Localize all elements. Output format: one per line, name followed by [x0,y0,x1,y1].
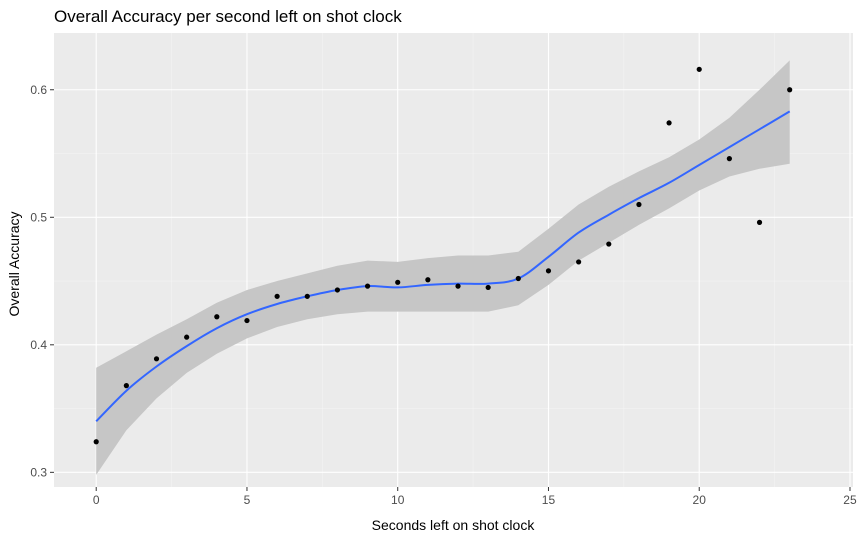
data-point [395,279,401,285]
x-tick-label: 20 [693,493,707,507]
data-point [545,268,552,274]
data-point [515,275,521,282]
x-axis-title: Seconds left on shot clock [372,517,536,533]
data-point [244,317,250,324]
data-point [787,87,793,93]
x-tick-label: 5 [244,493,251,507]
data-point [334,287,341,293]
y-axis-title: Overall Accuracy [6,211,22,316]
data-point [756,219,763,225]
smooth-trend-line [95,110,791,423]
data-point [304,293,310,299]
data-point [153,356,160,362]
data-point [455,283,461,289]
data-point [93,439,99,445]
x-tick-label: 15 [542,493,556,507]
y-tick-label: 0.6 [30,83,47,97]
data-point [214,314,220,320]
x-tick-label: 0 [93,493,100,507]
data-point [184,334,190,340]
data-point [636,201,642,208]
y-tick-label: 0.4 [30,338,47,352]
data-point [425,277,431,283]
x-tick-label: 10 [391,493,405,507]
data-point [576,259,582,265]
data-point [364,283,371,289]
data-point [274,293,280,299]
data-point [666,120,672,126]
data-point [696,66,702,72]
confidence-ribbon [96,60,790,475]
data-point [123,383,129,389]
chart-title: Overall Accuracy per second left on shot… [54,7,402,26]
y-tick-label: 0.5 [30,210,47,224]
y-axis-ticks: 0.3 0.4 0.5 0.6 [30,83,54,479]
data-points [93,66,793,445]
data-point [606,241,612,247]
x-tick-label: 25 [843,493,857,507]
x-axis-ticks: 0 5 10 15 20 25 [93,487,857,507]
data-point [485,284,491,291]
y-tick-label: 0.3 [30,465,47,479]
data-point [726,156,732,162]
